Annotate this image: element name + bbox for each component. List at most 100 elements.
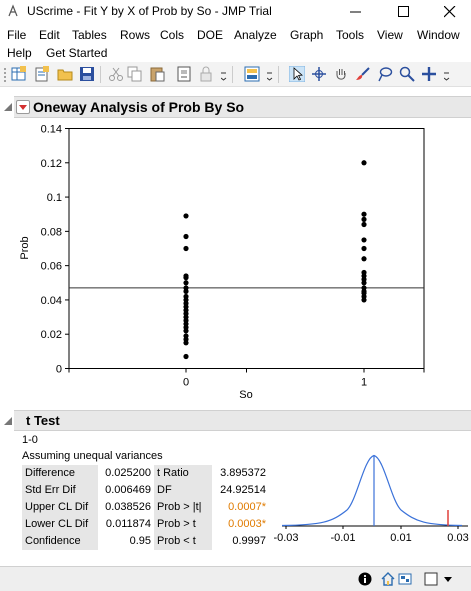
data-point[interactable] xyxy=(361,211,367,217)
menu-graph[interactable]: Graph xyxy=(290,28,324,42)
data-point[interactable] xyxy=(183,340,189,346)
lock-icon[interactable] xyxy=(198,66,214,82)
lasso-icon[interactable] xyxy=(377,66,393,82)
toolbar-overflow-icon[interactable] xyxy=(221,71,227,81)
menu-cols[interactable]: Cols xyxy=(160,28,185,42)
data-point[interactable] xyxy=(361,245,367,252)
y-tick-label: 0.1 xyxy=(47,192,62,204)
magnifier-icon[interactable] xyxy=(399,66,415,82)
red-triangle-icon xyxy=(19,105,27,110)
data-point[interactable] xyxy=(183,233,189,240)
data-point[interactable] xyxy=(183,328,189,334)
data-point[interactable] xyxy=(183,275,189,281)
data-point[interactable] xyxy=(183,288,189,294)
maximize-button[interactable] xyxy=(381,0,427,24)
menu-get-started[interactable]: Get Started xyxy=(46,46,108,60)
menu-view[interactable]: View xyxy=(377,28,403,42)
y-tick-label: 0.14 xyxy=(41,124,62,136)
crosshair-icon[interactable] xyxy=(311,66,327,82)
ttest-row-value: 0.025200 xyxy=(105,467,151,479)
menu-window[interactable]: Window xyxy=(417,28,460,42)
data-point[interactable] xyxy=(183,353,189,360)
new-script-icon[interactable] xyxy=(34,66,50,82)
toolbar xyxy=(0,62,471,87)
brush-icon[interactable] xyxy=(355,66,371,82)
ttest-stat-label: DF xyxy=(154,482,212,499)
y-tick-label: 0.12 xyxy=(41,158,62,170)
y-tick-label: 0.04 xyxy=(41,295,62,307)
status-bar xyxy=(0,566,471,591)
maximize-icon xyxy=(398,6,409,17)
ttest-stat-value: 0.9997 xyxy=(232,535,266,547)
ttest-row-label: Upper CL Dif xyxy=(22,499,98,516)
ttest-stat-label: Prob > t xyxy=(154,516,212,533)
menu-tables[interactable]: Tables xyxy=(72,28,107,42)
ttest-stat-value: 0.0007* xyxy=(228,501,266,513)
layout-toggle-icon[interactable] xyxy=(398,572,412,586)
data-point[interactable] xyxy=(183,280,189,286)
dropdown-icon[interactable] xyxy=(443,572,453,586)
ttest-row-label: Difference xyxy=(22,465,98,482)
menu-tools[interactable]: Tools xyxy=(336,28,365,42)
x-tick-label: 0 xyxy=(183,377,189,389)
ttest-assumption: Assuming unequal variances xyxy=(22,450,163,462)
ttest-disclosure-icon[interactable] xyxy=(3,416,13,426)
menu-edit[interactable]: Edit xyxy=(39,28,60,42)
cut-icon[interactable] xyxy=(108,66,124,82)
data-point[interactable] xyxy=(183,213,189,219)
layout-icon[interactable] xyxy=(244,66,260,82)
t-density-curve xyxy=(281,454,463,527)
menu-analyze[interactable]: Analyze xyxy=(234,28,277,42)
checkbox-icon[interactable] xyxy=(424,572,438,586)
toolbar-separator xyxy=(100,66,101,83)
window-title: UScrime - Fit Y by X of Prob by So - JMP… xyxy=(27,4,272,18)
oneway-disclosure-icon[interactable] xyxy=(3,102,13,112)
grabber-icon[interactable] xyxy=(333,66,349,82)
menu-rows[interactable]: Rows xyxy=(120,28,151,42)
y-tick-label: 0.02 xyxy=(41,329,62,341)
save-icon[interactable] xyxy=(79,66,95,82)
x-tick-label: 1 xyxy=(361,377,367,389)
menu-doe[interactable]: DOE xyxy=(197,28,224,42)
oneway-outline-header xyxy=(14,96,471,118)
toolbar-separator xyxy=(232,66,233,83)
ttest-row-label: Std Err Dif xyxy=(22,482,98,499)
close-icon xyxy=(444,6,456,18)
dist-tick-label: -0.03 xyxy=(273,532,298,544)
data-point[interactable] xyxy=(361,297,367,303)
data-point[interactable] xyxy=(361,216,367,222)
data-point[interactable] xyxy=(361,237,367,243)
journal-icon[interactable] xyxy=(176,66,192,82)
ttest-title: t Test xyxy=(26,413,60,428)
oneway-scatter-plot[interactable]: 0 0.02 0.04 0.06 0.08 0.1 0.12 0.14 0 1 Prob So xyxy=(0,118,471,408)
report-window: Oneway Analysis of Prob By So 0 0.02 0.04 0… xyxy=(0,88,471,566)
oneway-hotspot-button[interactable] xyxy=(16,100,30,114)
home-icon[interactable] xyxy=(381,572,395,586)
menu-bar: File Edit Tables Rows Cols DOE Analyze G… xyxy=(0,26,471,62)
paste-icon[interactable] xyxy=(149,66,165,82)
arrow-icon[interactable] xyxy=(289,66,305,82)
data-point[interactable] xyxy=(183,245,189,252)
ttest-row-value: 0.95 xyxy=(129,535,151,547)
new-data-table-icon[interactable] xyxy=(11,66,27,82)
minimize-button[interactable] xyxy=(333,0,379,24)
ttest-stat-value: 0.0003* xyxy=(228,518,266,530)
menu-help[interactable]: Help xyxy=(7,46,32,60)
y-tick-label: 0.08 xyxy=(41,226,62,238)
dist-tick-label: 0.03 xyxy=(447,532,468,544)
ttest-contrast: 1-0 xyxy=(22,434,38,446)
close-button[interactable] xyxy=(427,0,471,24)
data-point[interactable] xyxy=(361,160,367,166)
toolbar-overflow-icon[interactable] xyxy=(444,71,450,81)
plot-frame xyxy=(68,128,425,369)
toolbar-overflow-icon[interactable] xyxy=(267,71,273,81)
data-point[interactable] xyxy=(361,221,367,228)
open-icon[interactable] xyxy=(57,66,73,82)
add-icon[interactable] xyxy=(421,66,437,82)
data-point[interactable] xyxy=(361,280,367,286)
info-icon[interactable] xyxy=(358,572,372,586)
ttest-row-label: Lower CL Dif xyxy=(22,516,98,533)
copy-icon[interactable] xyxy=(127,66,143,82)
menu-file[interactable]: File xyxy=(7,28,27,42)
data-point[interactable] xyxy=(361,256,367,262)
